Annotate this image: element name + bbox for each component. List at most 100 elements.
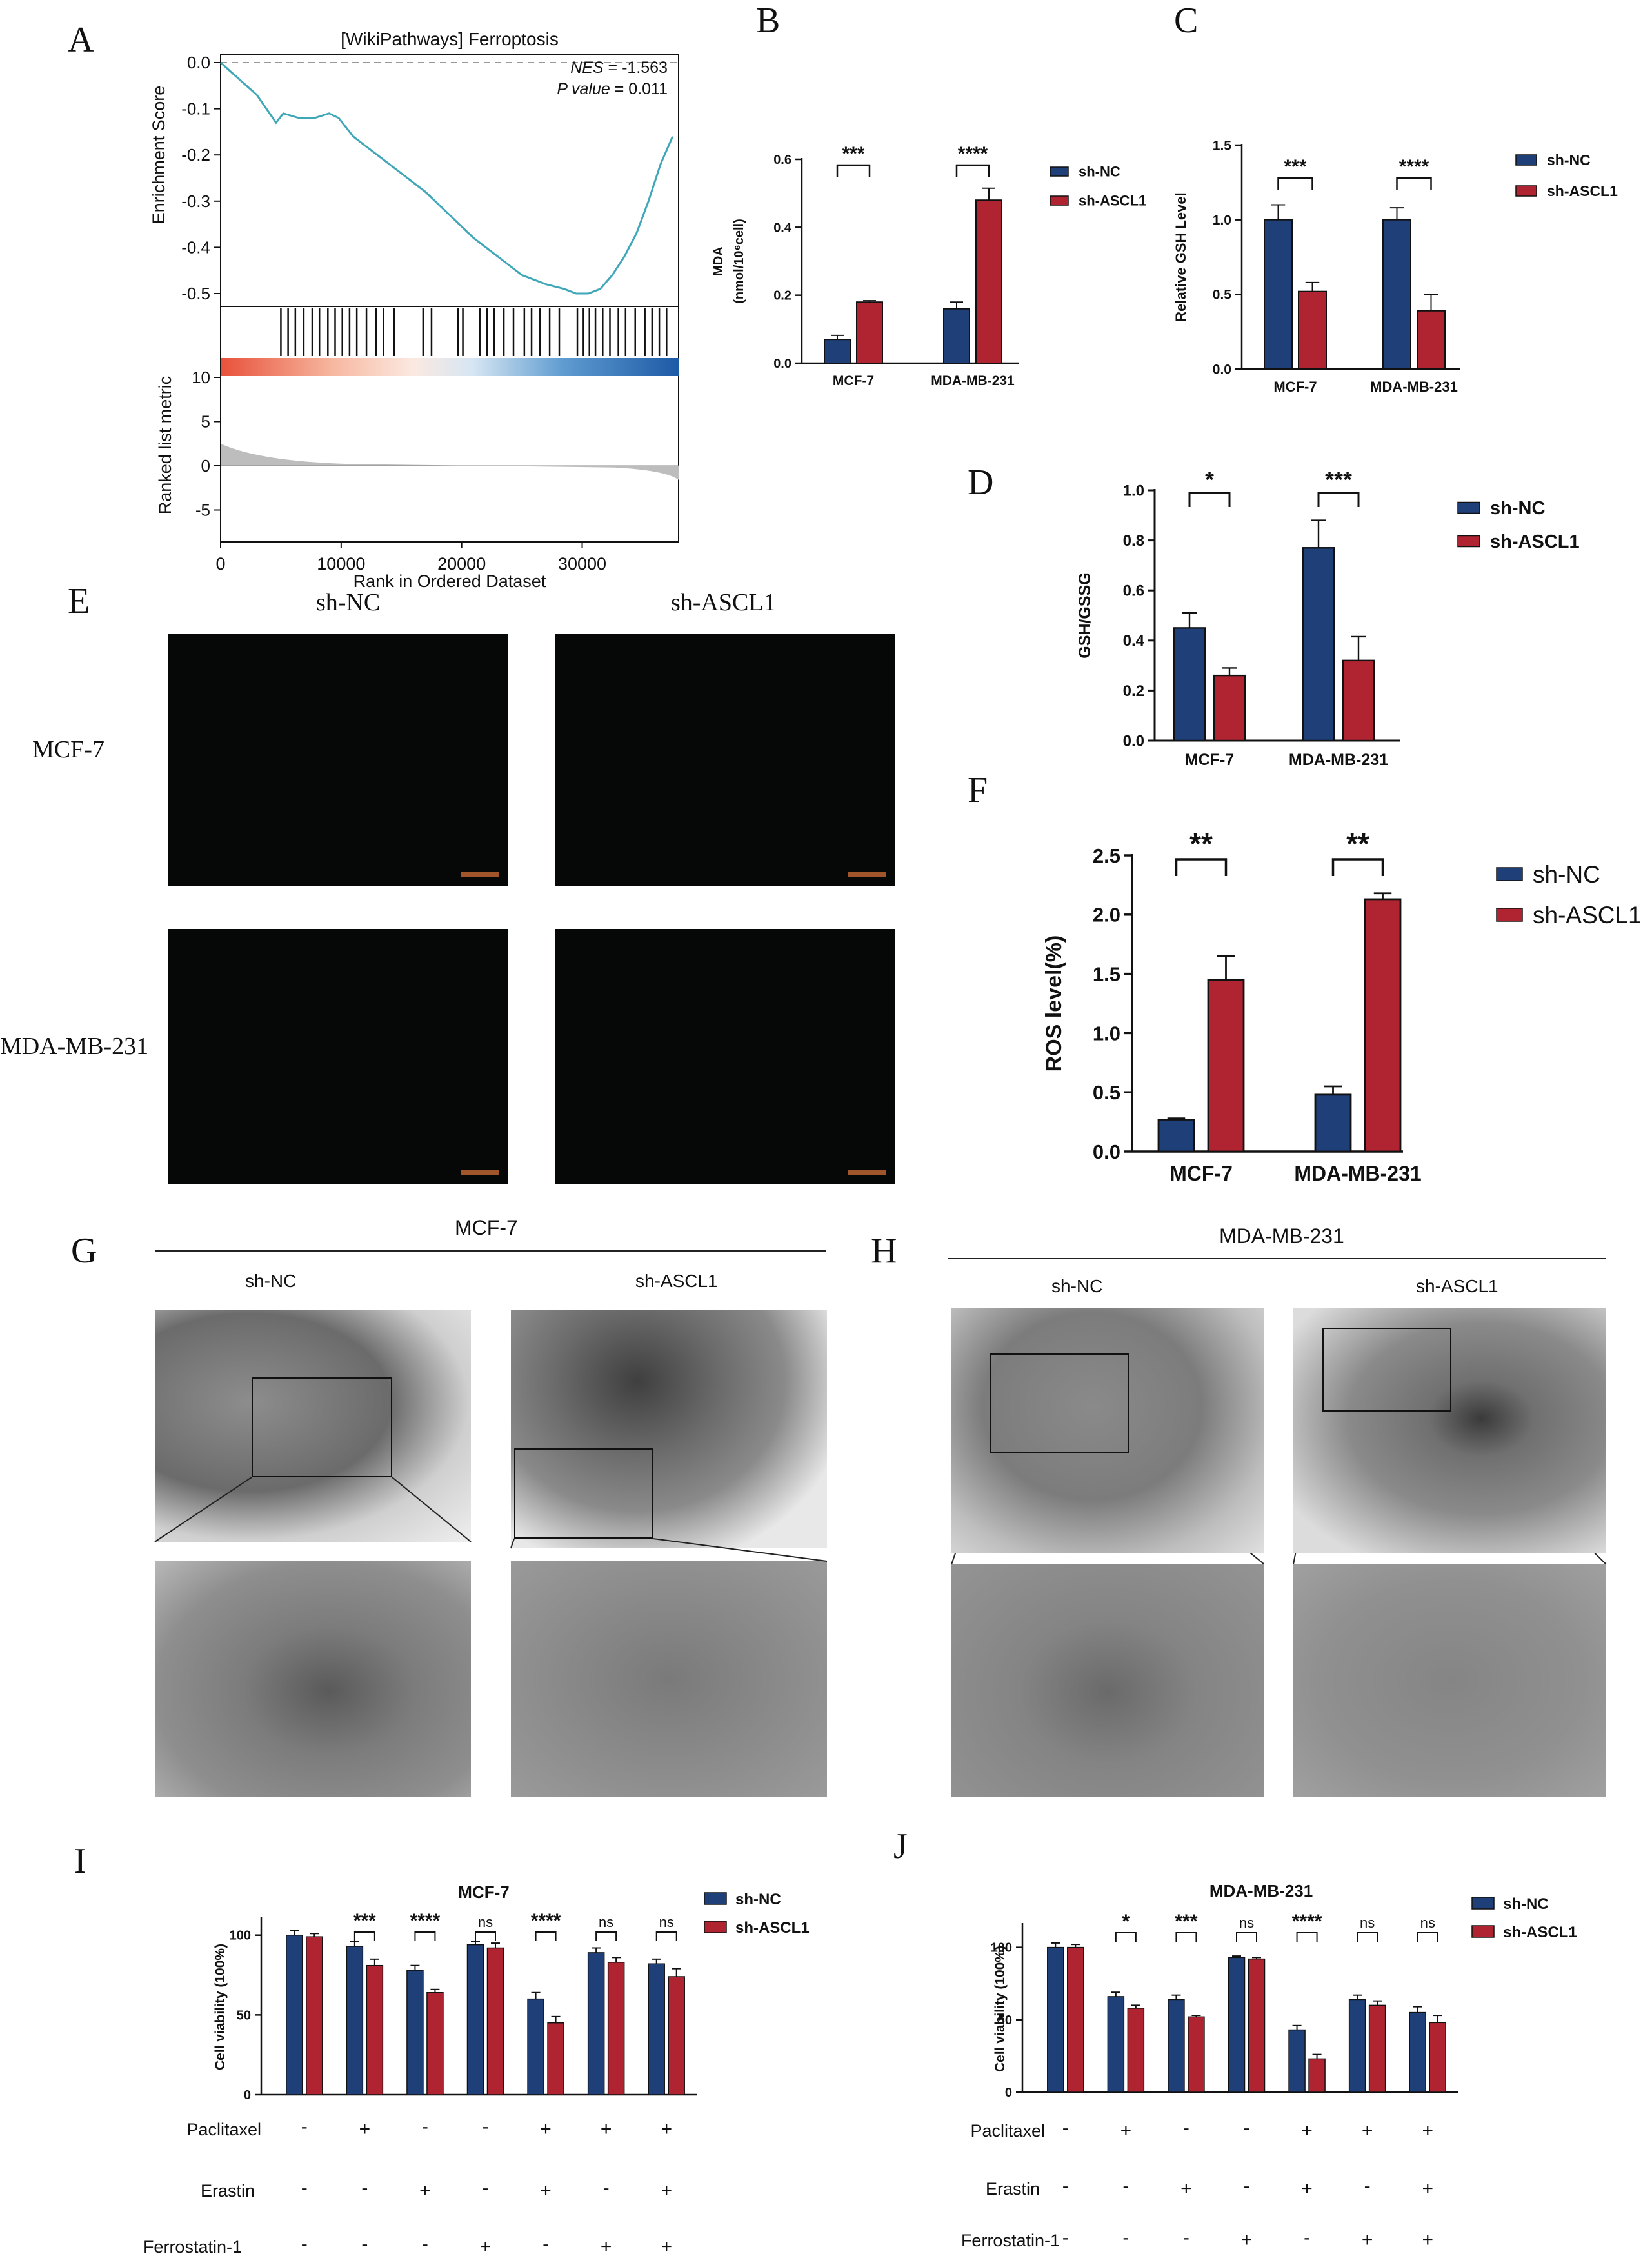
legend-swatch-sh-ascl1 [1496,908,1523,922]
treatment-symbol: - [301,2233,308,2255]
significance-bracket [475,1931,496,1941]
gsea-metric-tick-label: -5 [195,501,210,520]
tem-mcf7-nc-zoom [155,1561,471,1797]
gsea-p-value-label: P value = 0.011 [557,80,668,98]
significance-bracket [1175,858,1228,876]
gsea-x-tick-label: 30000 [558,554,606,574]
panel-e-col-label-ascl1: sh-ASCL1 [671,589,776,616]
significance-bracket [1115,1932,1137,1942]
significance-label: **** [1292,1911,1322,1932]
legend-label-sh-nc: sh-NC [1079,164,1120,180]
chart-title: MDA-MB-231 [1209,1881,1313,1901]
treatment-symbol: + [601,2236,612,2257]
tem-zoom-box [252,1377,392,1477]
bar-sh-nc [466,1944,484,2095]
significance-bracket [1396,177,1432,190]
tem-zoom-box [990,1353,1129,1453]
treatment-symbol: + [480,2236,492,2257]
tem-zoom-connector [510,1538,515,1549]
bar-sh-ascl1 [366,1964,384,2095]
significance-bracket [655,1931,677,1941]
y-tick-label: 0.4 [1123,632,1145,650]
legend-swatch-sh-ascl1 [704,1921,727,1933]
scale-bar [461,872,499,877]
legend-swatch-sh-ascl1 [1457,535,1480,548]
tem-mda-ascl1-overview [1293,1308,1606,1553]
mda-bar-chart: 0.0 0.2 0.4 0.6 MDA (nmol/10⁶cell) MCF-7 *** MDA… [712,143,1146,388]
treatment-symbol: - [1304,2227,1310,2248]
gsea-title: [WikiPathways] Ferroptosis [341,29,559,49]
significance-label: *** [1284,156,1306,177]
y-tick-label: 0.2 [773,289,791,303]
tem-mcf7-ascl1-zoom [511,1561,827,1797]
y-tick-label: 50 [998,2013,1012,2028]
treatment-row-label: Ferrostatin-1 [143,2237,242,2257]
panel-letter-e: E [68,581,90,621]
bar-sh-nc [1348,1999,1366,2093]
significance-bracket [1236,1932,1257,1942]
bar-sh-nc [1228,1957,1246,2093]
bar-sh-nc [1382,219,1411,370]
legend-label-sh-ascl1: sh-ASCL1 [1503,1924,1577,1941]
panel-letter-g: G [71,1231,97,1271]
legend-label-sh-nc: sh-NC [1490,498,1545,519]
treatment-symbol: - [483,2116,489,2137]
y-tick-label: 2.5 [1093,844,1120,867]
gsea-x-tick-label: 20000 [437,554,486,574]
significance-label: * [1205,466,1214,493]
gsea-nes-label: NES = -1.563 [570,59,668,77]
significance-bracket [1277,177,1313,190]
y-tick-label: 1.0 [1213,213,1231,228]
treatment-symbol: - [422,2116,428,2137]
x-category-label: MCF-7 [833,374,874,388]
bar-sh-ascl1 [486,1947,504,2095]
y-tick-label: 0.5 [1213,288,1232,303]
panel-g-title: MCF-7 [455,1216,518,1239]
gsea-metric-tick-label: 0 [201,456,210,475]
treatment-symbol: - [361,2233,368,2255]
bar-sh-ascl1 [1188,2016,1205,2093]
y-tick-label: 0.6 [773,153,791,167]
legend-label-sh-nc: sh-NC [1547,152,1591,168]
legend-swatch-sh-nc [1515,154,1537,166]
y-tick-label: 0.8 [1123,532,1144,550]
significance-bracket [535,1931,557,1941]
y-axis-label: GSH/GSSG [1076,572,1094,658]
panel-letter-j: J [893,1826,908,1866]
tem-mda-ascl1-zoom [1293,1564,1606,1797]
treatment-symbol: - [1122,2175,1129,2197]
bar-sh-ascl1 [1364,898,1402,1153]
significance-bracket [595,1931,617,1941]
bar-sh-ascl1 [1368,2004,1386,2093]
significance-bracket [955,164,990,177]
treatment-symbol: + [1180,2178,1192,2199]
gsea-y-tick-label: -0.3 [181,192,210,211]
gsea-metric-label: Ranked list metric [155,376,175,515]
treatment-symbol: - [1244,2175,1250,2197]
treatment-symbol: + [661,2180,672,2201]
legend-swatch-sh-nc [1050,166,1069,177]
y-tick-label: 0.6 [1123,583,1144,600]
bar-sh-nc [1314,1093,1352,1153]
significance-label: *** [353,1910,376,1931]
significance-label: ns [1360,1915,1375,1931]
legend-swatch-sh-nc [704,1892,727,1905]
y-axis-label: ROS level(%) [1042,935,1066,1072]
x-category-label: MDA-MB-231 [931,374,1015,388]
panel-e-row-label-mda: MDA-MB-231 [0,1033,149,1060]
treatment-symbol: - [483,2177,489,2199]
significance-label: **** [958,143,988,165]
gsea-y-tick-label: -0.2 [181,145,210,165]
bar-sh-ascl1 [1207,979,1245,1153]
y-tick-label: 1.5 [1093,963,1120,985]
significance-label: *** [1325,466,1352,493]
significance-bracket [836,164,871,177]
panel-e-row-label-mcf7: MCF-7 [32,736,104,763]
bar-sh-ascl1 [856,301,883,364]
treatment-symbol: - [1183,2227,1189,2248]
y-axis-label: Relative GSH Level [1173,192,1189,322]
x-category-label: MDA-MB-231 [1370,379,1458,395]
panel-g-label-nc: sh-NC [245,1271,297,1291]
y-tick-label: 50 [237,2008,251,2022]
